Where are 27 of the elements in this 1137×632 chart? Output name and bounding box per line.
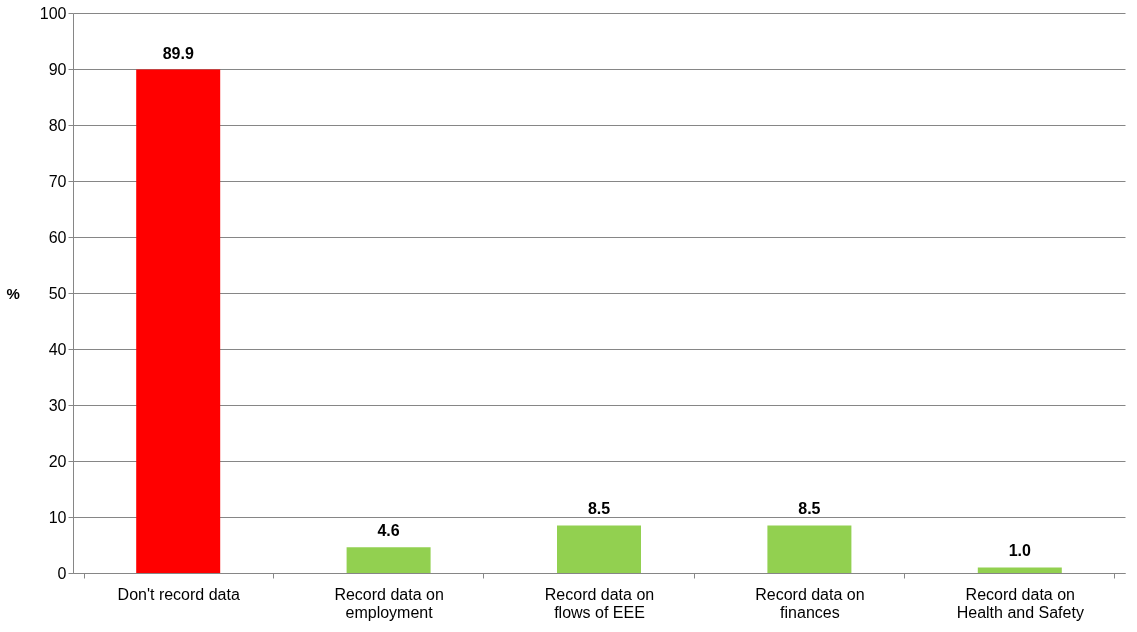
x-tick-label: Don't record data (117, 585, 240, 603)
bar (346, 547, 431, 573)
y-tick-label: 100 (39, 4, 67, 22)
y-tick-label: 30 (48, 396, 67, 414)
x-tick-label: Record data on Health and Safety (956, 585, 1084, 621)
y-tick-label: 80 (48, 116, 67, 134)
y-tick-label: 50 (48, 284, 67, 302)
y-tick-label: 0 (57, 564, 67, 582)
y-tick-label: 90 (48, 60, 67, 78)
y-tick-label: 10 (48, 508, 67, 526)
y-tick-label: 20 (48, 452, 67, 470)
bar (767, 525, 852, 573)
bar (557, 525, 641, 573)
x-tick-label: Record data on finances (755, 585, 865, 621)
y-tick-label: 40 (48, 340, 67, 358)
data-label: 4.6 (377, 522, 400, 540)
y-axis-title: % (6, 284, 20, 302)
bar (977, 567, 1062, 573)
bar (136, 69, 221, 573)
data-label: 8.5 (587, 500, 611, 518)
x-tick-label: Record data on employment (334, 585, 444, 621)
data-label: 1.0 (1008, 542, 1032, 560)
data-label: 89.9 (162, 44, 194, 62)
y-tick-label: 70 (48, 172, 67, 190)
x-tick-label: Record data on flows of EEE (544, 585, 655, 621)
data-label: 8.5 (798, 500, 821, 518)
y-tick-label: 60 (48, 228, 67, 246)
